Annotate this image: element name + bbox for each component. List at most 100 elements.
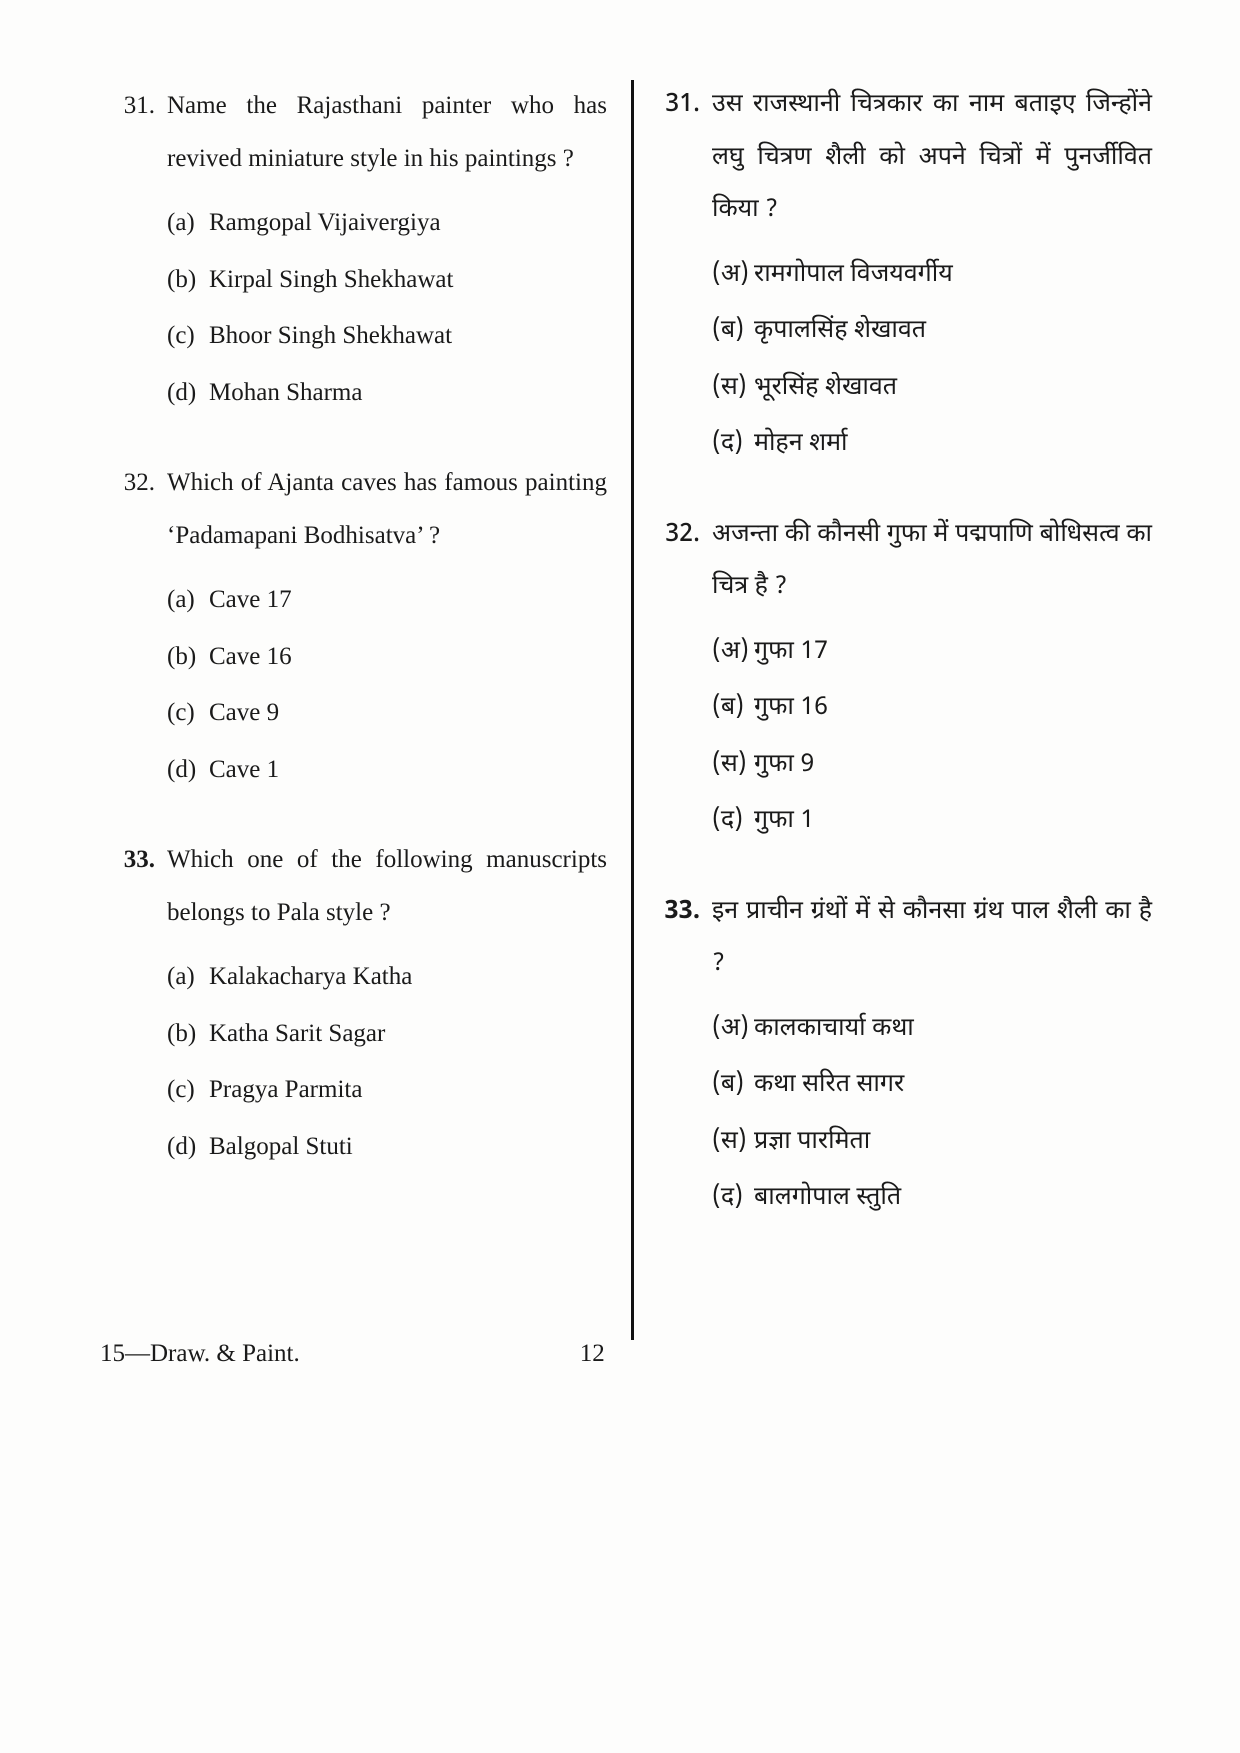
option-label: (द) xyxy=(712,1173,754,1226)
option-c: (c)Pragya Parmita xyxy=(167,1064,607,1117)
option-list: (a)Kalakacharya Katha (b)Katha Sarit Sag… xyxy=(167,951,607,1177)
option-text: मोहन शर्मा xyxy=(754,419,1152,472)
question-number: 31. xyxy=(113,80,167,185)
option-label: (द) xyxy=(712,796,754,849)
option-label: (द) xyxy=(712,419,754,472)
option-text: गुफा 9 xyxy=(754,740,1152,793)
option-b: (b)Kirpal Singh Shekhawat xyxy=(167,254,607,307)
option-a: (a)Ramgopal Vijaivergiya xyxy=(167,197,607,250)
option-c: (c)Bhoor Singh Shekhawat xyxy=(167,310,607,363)
question-33-hi: 33. इन प्राचीन ग्रंथों में से कौनसा ग्रं… xyxy=(658,887,1152,1230)
option-text: गुफा 16 xyxy=(754,683,1152,736)
question-number: 32. xyxy=(658,510,712,615)
option-label: (a) xyxy=(167,574,209,627)
option-text: Katha Sarit Sagar xyxy=(209,1008,607,1061)
question-32-en: 32. Which of Ajanta caves has famous pai… xyxy=(113,457,607,800)
option-text: प्रज्ञा पारमिता xyxy=(754,1117,1152,1170)
option-b: (b)Cave 16 xyxy=(167,631,607,684)
option-text: Mohan Sharma xyxy=(209,367,607,420)
question-text: अजन्ता की कौनसी गुफा में पद्मपाणि बोधिसत… xyxy=(712,510,1152,615)
option-list: (अ)कालकाचार्या कथा (ब)कथा सरित सागर (स)प… xyxy=(712,1004,1152,1230)
option-b: (b)Katha Sarit Sagar xyxy=(167,1008,607,1061)
option-label: (b) xyxy=(167,1008,209,1061)
option-label: (अ) xyxy=(712,250,754,303)
option-c: (स)प्रज्ञा पारमिता xyxy=(712,1117,1152,1170)
question-31-hi: 31. उस राजस्थानी चित्रकार का नाम बताइए ज… xyxy=(658,80,1152,476)
question-33-en: 33. Which one of the following manuscrip… xyxy=(113,834,607,1177)
question-text: Which one of the following manuscripts b… xyxy=(167,834,607,939)
option-label: (b) xyxy=(167,631,209,684)
option-c: (स)भूरसिंह शेखावत xyxy=(712,363,1152,416)
question-text: इन प्राचीन ग्रंथों में से कौनसा ग्रंथ पा… xyxy=(712,887,1152,992)
question-number: 33. xyxy=(658,887,712,992)
option-text: गुफा 1 xyxy=(754,796,1152,849)
option-text: रामगोपाल विजयवर्गीय xyxy=(754,250,1152,303)
footer-subject: 15—Draw. & Paint. xyxy=(100,1340,300,1368)
right-column: 31. उस राजस्थानी चित्रकार का नाम बताइए ज… xyxy=(634,80,1170,1340)
option-text: Cave 16 xyxy=(209,631,607,684)
option-c: (स)गुफा 9 xyxy=(712,740,1152,793)
option-a: (a)Kalakacharya Katha xyxy=(167,951,607,1004)
option-d: (d)Balgopal Stuti xyxy=(167,1121,607,1174)
question-32-hi: 32. अजन्ता की कौनसी गुफा में पद्मपाणि बो… xyxy=(658,510,1152,853)
question-31-en: 31. Name the Rajasthani painter who has … xyxy=(113,80,607,423)
option-text: Cave 9 xyxy=(209,687,607,740)
option-label: (d) xyxy=(167,1121,209,1174)
option-text: Pragya Parmita xyxy=(209,1064,607,1117)
option-label: (c) xyxy=(167,1064,209,1117)
option-text: Kirpal Singh Shekhawat xyxy=(209,254,607,307)
option-label: (a) xyxy=(167,951,209,1004)
option-text: भूरसिंह शेखावत xyxy=(754,363,1152,416)
option-label: (अ) xyxy=(712,1004,754,1057)
option-d: (द)मोहन शर्मा xyxy=(712,419,1152,472)
question-text: Name the Rajasthani painter who has revi… xyxy=(167,80,607,185)
option-label: (d) xyxy=(167,744,209,797)
option-list: (अ)गुफा 17 (ब)गुफा 16 (स)गुफा 9 (द)गुफा … xyxy=(712,627,1152,853)
option-b: (ब)गुफा 16 xyxy=(712,683,1152,736)
option-label: (a) xyxy=(167,197,209,250)
option-a: (अ)गुफा 17 xyxy=(712,627,1152,680)
option-label: (c) xyxy=(167,310,209,363)
option-text: कथा सरित सागर xyxy=(754,1060,1152,1113)
option-b: (ब)कृपालसिंह शेखावत xyxy=(712,306,1152,359)
option-a: (अ)रामगोपाल विजयवर्गीय xyxy=(712,250,1152,303)
option-d: (द)बालगोपाल स्तुति xyxy=(712,1173,1152,1226)
option-label: (ब) xyxy=(712,306,754,359)
option-text: बालगोपाल स्तुति xyxy=(754,1173,1152,1226)
option-label: (b) xyxy=(167,254,209,307)
option-d: (d)Cave 1 xyxy=(167,744,607,797)
option-text: Bhoor Singh Shekhawat xyxy=(209,310,607,363)
option-list: (a)Ramgopal Vijaivergiya (b)Kirpal Singh… xyxy=(167,197,607,423)
option-a: (अ)कालकाचार्या कथा xyxy=(712,1004,1152,1057)
option-label: (अ) xyxy=(712,627,754,680)
question-text: Which of Ajanta caves has famous paintin… xyxy=(167,457,607,562)
option-label: (ब) xyxy=(712,1060,754,1113)
option-label: (स) xyxy=(712,740,754,793)
option-label: (स) xyxy=(712,363,754,416)
question-text: उस राजस्थानी चित्रकार का नाम बताइए जिन्ह… xyxy=(712,80,1152,238)
question-number: 32. xyxy=(113,457,167,562)
option-label: (ब) xyxy=(712,683,754,736)
option-label: (स) xyxy=(712,1117,754,1170)
question-number: 33. xyxy=(113,834,167,939)
option-text: कालकाचार्या कथा xyxy=(754,1004,1152,1057)
option-d: (द)गुफा 1 xyxy=(712,796,1152,849)
page-footer: 15—Draw. & Paint. 12 xyxy=(100,1340,605,1368)
question-number: 31. xyxy=(658,80,712,238)
option-text: कृपालसिंह शेखावत xyxy=(754,306,1152,359)
option-text: Ramgopal Vijaivergiya xyxy=(209,197,607,250)
page-number: 12 xyxy=(580,1340,605,1368)
option-text: Balgopal Stuti xyxy=(209,1121,607,1174)
option-label: (c) xyxy=(167,687,209,740)
option-b: (ब)कथा सरित सागर xyxy=(712,1060,1152,1113)
left-column: 31. Name the Rajasthani painter who has … xyxy=(95,80,631,1340)
page: 31. Name the Rajasthani painter who has … xyxy=(0,0,1240,1400)
option-c: (c)Cave 9 xyxy=(167,687,607,740)
option-list: (a)Cave 17 (b)Cave 16 (c)Cave 9 (d)Cave … xyxy=(167,574,607,800)
option-list: (अ)रामगोपाल विजयवर्गीय (ब)कृपालसिंह शेखा… xyxy=(712,250,1152,476)
option-d: (d)Mohan Sharma xyxy=(167,367,607,420)
option-a: (a)Cave 17 xyxy=(167,574,607,627)
option-text: Kalakacharya Katha xyxy=(209,951,607,1004)
option-label: (d) xyxy=(167,367,209,420)
option-text: गुफा 17 xyxy=(754,627,1152,680)
